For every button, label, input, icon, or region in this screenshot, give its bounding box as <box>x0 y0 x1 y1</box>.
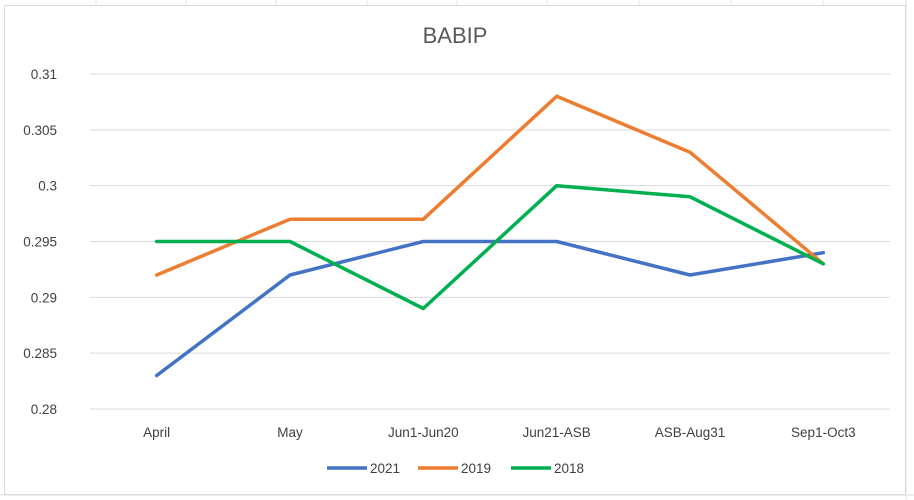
chart-title: BABIP <box>423 23 488 48</box>
legend-item-2019[interactable]: 2019 <box>418 461 491 476</box>
y-tick-label: 0.285 <box>23 346 57 361</box>
legend-item-2018[interactable]: 2018 <box>511 461 584 476</box>
legend-label: 2018 <box>554 461 584 476</box>
y-tick-label: 0.31 <box>31 67 57 82</box>
y-tick-label: 0.29 <box>31 290 57 305</box>
y-tick-label: 0.3 <box>38 179 57 194</box>
y-tick-label: 0.305 <box>23 123 57 138</box>
x-tick-label: May <box>277 425 303 440</box>
x-axis: April May Jun1-Jun20 Jun21-ASB ASB-Aug31 Sep1… <box>143 425 855 440</box>
x-tick-label: Jun21-ASB <box>523 425 591 440</box>
series-line-2021[interactable] <box>154 239 826 378</box>
legend-label: 2019 <box>461 461 491 476</box>
y-axis: 0.28 0.285 0.29 0.295 0.3 0.305 0.31 <box>23 67 57 417</box>
legend-label: 2021 <box>370 461 400 476</box>
chart-area[interactable] <box>4 5 906 495</box>
series-line-2018[interactable] <box>154 183 826 311</box>
x-tick-label: Jun1-Jun20 <box>388 425 459 440</box>
y-tick-label: 0.295 <box>23 235 57 250</box>
x-tick-label: April <box>143 425 170 440</box>
legend: 2021 2019 2018 <box>327 461 584 476</box>
series-lines <box>154 94 826 378</box>
x-tick-label: ASB-Aug31 <box>655 425 726 440</box>
x-tick-label: Sep1-Oct3 <box>791 425 856 440</box>
y-tick-label: 0.28 <box>31 402 57 417</box>
gridlines <box>90 73 890 410</box>
series-line-2019[interactable] <box>154 94 826 277</box>
legend-item-2021[interactable]: 2021 <box>327 461 400 476</box>
